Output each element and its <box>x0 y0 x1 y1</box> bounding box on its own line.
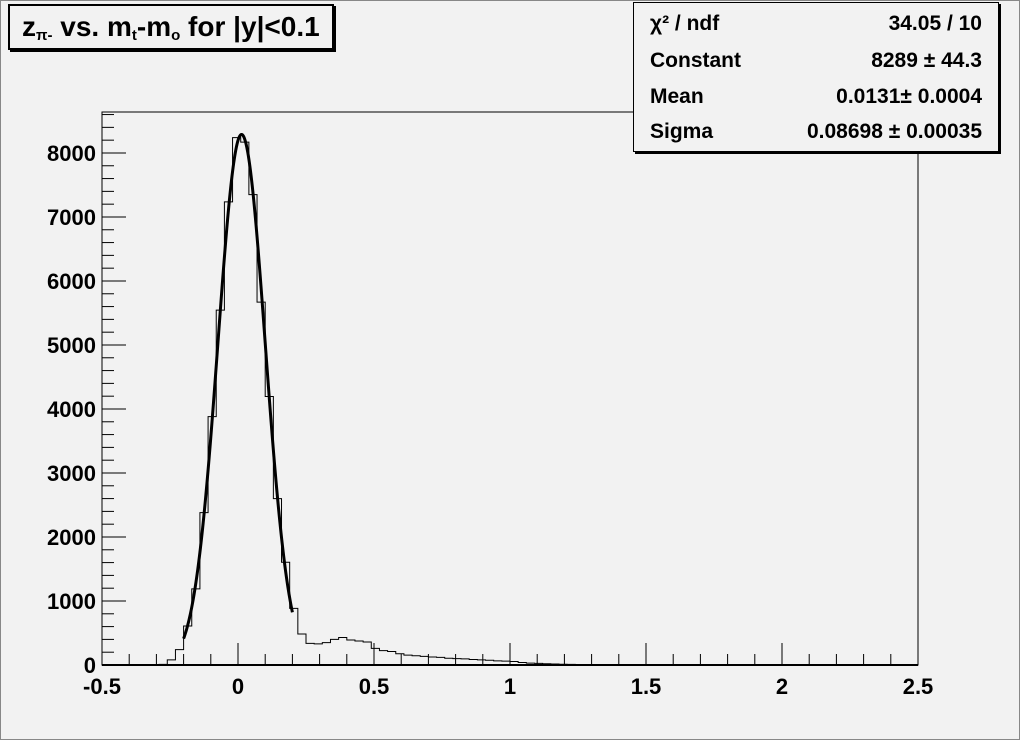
title-text: z <box>22 11 36 42</box>
y-tick-label: 7000 <box>47 205 96 230</box>
y-tick-label: 0 <box>84 653 96 678</box>
x-tick-label: 2.5 <box>903 674 934 699</box>
histogram-bin <box>371 648 379 665</box>
histogram-bin <box>306 643 314 665</box>
histogram-bin <box>224 202 232 665</box>
histogram-bin <box>257 302 265 665</box>
title-text: vs. m <box>52 11 132 42</box>
stats-row-mean: Mean 0.0131± 0.0004 <box>650 80 982 114</box>
x-tick-label: 2 <box>776 674 788 699</box>
stats-key: χ² / ndf <box>650 12 720 35</box>
histogram-bin <box>363 642 371 665</box>
stats-value: 0.08698 ± 0.00035 <box>806 120 982 143</box>
histogram-bin <box>330 639 338 665</box>
y-tick-label: 5000 <box>47 333 96 358</box>
title-sub: o <box>171 27 181 44</box>
histogram-bin <box>298 634 306 665</box>
histogram-bin <box>314 644 322 665</box>
y-tick-label: 6000 <box>47 269 96 294</box>
title-sub: t <box>131 27 137 44</box>
histogram-bin <box>412 656 420 665</box>
histogram-bin <box>347 640 355 665</box>
histogram-bin <box>388 652 396 665</box>
histogram-bin <box>339 637 347 665</box>
chart-title: zπ- vs. mt-mo for |y|<0.1 <box>8 4 334 50</box>
stats-row-chi2: χ² / ndf 34.05 / 10 <box>650 7 982 41</box>
histogram-bin <box>290 608 298 665</box>
y-tick-label: 3000 <box>47 461 96 486</box>
y-tick-label: 2000 <box>47 525 96 550</box>
histogram-bin <box>233 138 241 665</box>
y-tick-label: 8000 <box>47 141 96 166</box>
title-text: for |y|<0.1 <box>180 11 320 42</box>
histogram-bin <box>420 656 428 665</box>
x-tick-label: 0.5 <box>359 674 390 699</box>
stats-box: χ² / ndf 34.05 / 10 Constant 8289 ± 44.3 M… <box>633 2 999 152</box>
gaussian-fit-curve <box>182 132 294 640</box>
title-sub: π- <box>36 27 53 44</box>
histogram-bin <box>437 657 445 665</box>
histogram-bin <box>355 641 363 665</box>
title-text: -m <box>136 11 172 42</box>
stats-key: Constant <box>650 49 741 72</box>
y-tick-label: 1000 <box>47 589 96 614</box>
x-tick-label: 1.5 <box>631 674 662 699</box>
histogram-bin <box>241 142 249 665</box>
stats-value: 34.05 / 10 <box>888 12 982 35</box>
x-tick-label: 1 <box>504 674 516 699</box>
x-tick-label: -0.5 <box>83 674 121 699</box>
histogram-bin <box>396 654 404 665</box>
stats-row-constant: Constant 8289 ± 44.3 <box>650 44 982 78</box>
stats-key: Mean <box>650 85 704 108</box>
histogram-bin <box>379 651 387 665</box>
histogram-bin <box>404 655 412 665</box>
histogram-bin <box>428 657 436 665</box>
histogram-bin <box>249 195 257 665</box>
stats-value: 0.0131± 0.0004 <box>836 85 982 108</box>
y-tick-label: 4000 <box>47 397 96 422</box>
x-tick-label: 0 <box>232 674 244 699</box>
stats-value: 8289 ± 44.3 <box>871 49 982 72</box>
histogram-bin <box>445 658 453 665</box>
stats-row-sigma: Sigma 0.08698 ± 0.00035 <box>650 115 982 149</box>
stats-key: Sigma <box>650 120 714 143</box>
histogram-bin <box>322 643 330 665</box>
histogram-bin <box>175 650 183 665</box>
